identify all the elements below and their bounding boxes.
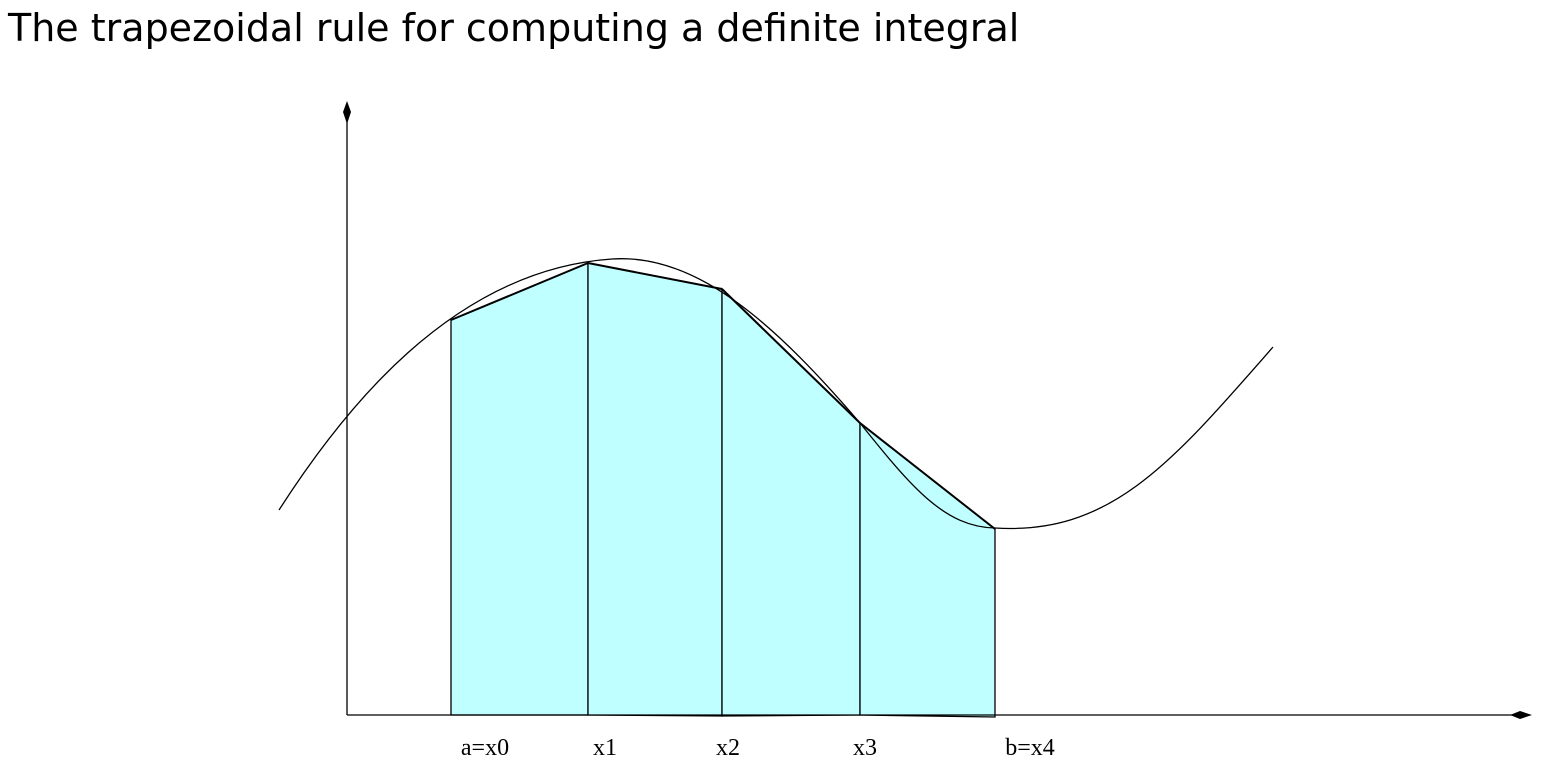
chords [450,262,996,530]
trapezoid-3 [721,287,861,717]
chord-1 [450,262,589,321]
function-curve [278,258,1274,530]
chord-2 [587,262,723,290]
trapezoid-4 [859,421,996,718]
x-axis-arrow [1510,711,1532,719]
slide-title: The trapezoidal rule for computing a def… [8,6,1020,50]
chord-4 [859,422,996,530]
trapezoid-1 [450,262,589,716]
node-label-x4: b=x4 [1005,735,1055,761]
axes [346,112,1520,716]
node-label-x0: a=x0 [461,735,509,761]
chord-3 [721,288,861,424]
trapezoids [450,262,996,718]
y-axis-arrow [343,101,351,124]
node-label-x3: x3 [853,735,877,761]
trapezoid-2 [587,262,723,717]
node-label-x1: x1 [593,735,617,761]
node-label-x2: x2 [716,735,740,761]
node-labels: a=x0 x1 x2 x3 b=x4 [461,735,1055,761]
